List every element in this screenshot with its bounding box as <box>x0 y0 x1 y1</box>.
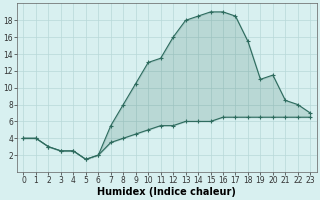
X-axis label: Humidex (Indice chaleur): Humidex (Indice chaleur) <box>98 187 236 197</box>
